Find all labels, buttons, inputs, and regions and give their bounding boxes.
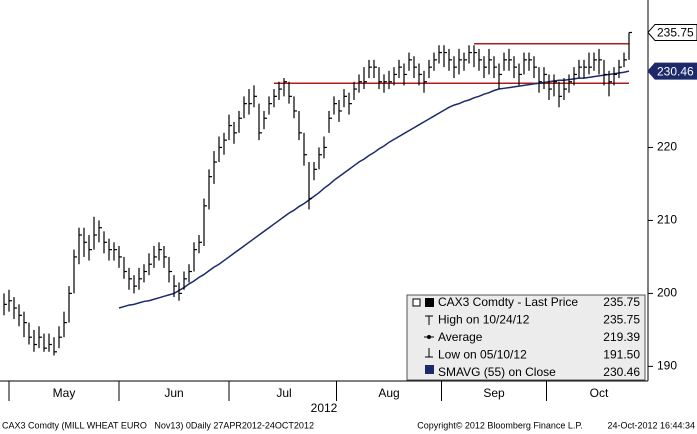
x-axis-label: 2012 [311, 401, 338, 415]
x-tick-label: Jun [164, 386, 183, 400]
legend-icon [425, 315, 433, 325]
legend-stat: 235.75 [603, 313, 640, 327]
legend-handle [412, 298, 421, 307]
legend-icon [425, 365, 434, 374]
legend-name: High on 10/24/12 [438, 313, 530, 327]
y-tick-label: 220 [657, 140, 677, 154]
plot-area [3, 31, 632, 356]
y-tick-label: 200 [657, 286, 677, 300]
x-tick-label: Aug [378, 386, 399, 400]
x-tick-label: May [53, 386, 76, 400]
legend-name: CAX3 Comdty - Last Price [438, 295, 578, 309]
y-tick-label: 210 [657, 213, 677, 227]
price-flag-label: 230.46 [657, 64, 694, 78]
footer-center: Copyright© 2012 Bloomberg Finance L.P. [417, 420, 583, 430]
footer-right: 24-Oct-2012 16:44:34 [607, 420, 695, 430]
legend-icon [425, 298, 434, 307]
price-flag [647, 23, 697, 41]
legend-name: SMAVG (55) on Close [438, 365, 556, 379]
y-tick-label: 190 [657, 359, 677, 373]
price-flag-label: 235.75 [657, 26, 694, 40]
x-tick-label: Oct [590, 386, 609, 400]
legend: CAX3 Comdty - Last Price 235.75 High on 10… [406, 294, 646, 381]
legend-icon [425, 348, 433, 358]
legend-box [406, 294, 646, 381]
price-flag [647, 62, 697, 80]
legend-icon [427, 335, 431, 339]
x-tick-label: Sep [483, 386, 505, 400]
x-tick-label: Jul [276, 386, 291, 400]
legend-stat: 191.50 [603, 348, 640, 362]
legend-stat: 230.46 [603, 365, 640, 379]
legend-stat: 219.39 [603, 330, 640, 344]
footer-left: CAX3 Comdty (MILL WHEAT EURO Nov13) 0Dai… [2, 420, 314, 430]
legend-name: Low on 05/10/12 [438, 348, 527, 362]
legend-stat: 235.75 [603, 295, 640, 309]
legend-name: Average [438, 330, 483, 344]
